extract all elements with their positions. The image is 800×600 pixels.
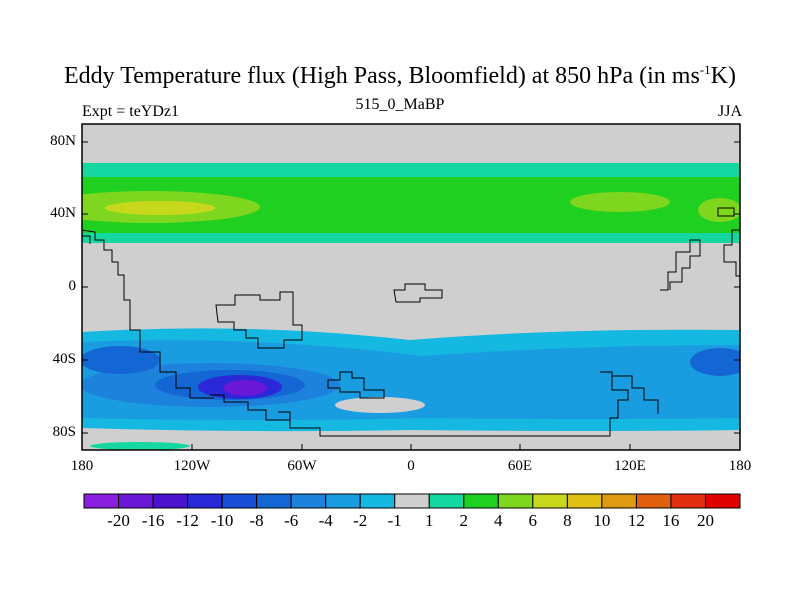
colorbar-label: -20 <box>107 511 130 530</box>
x-tick-label: 120W <box>173 458 211 474</box>
y-tick-label: 40S <box>52 351 76 367</box>
colorbar-swatch <box>670 493 706 509</box>
y-tick-label: 40N <box>50 205 76 221</box>
colorbar <box>83 493 741 509</box>
colorbar-swatch <box>566 493 603 509</box>
colorbar-label: 1 <box>425 511 434 530</box>
x-tick-label: 60E <box>507 458 533 474</box>
colorbar-swatch <box>497 493 534 509</box>
colorbar-label: -10 <box>210 511 234 530</box>
colorbar-swatch <box>635 493 672 509</box>
colorbar-swatch <box>428 493 465 509</box>
coastlines <box>82 207 740 437</box>
colorbar-swatch <box>187 493 223 509</box>
colorbar-label: -6 <box>284 511 299 530</box>
colorbar-label: 10 <box>593 511 611 530</box>
colorbar-swatch <box>118 493 154 509</box>
colorbar-swatch <box>532 493 568 509</box>
y-tick-label: 80S <box>52 424 76 440</box>
plot-title: Eddy Temperature flux (High Pass, Bloomf… <box>64 62 736 89</box>
colorbar-swatch <box>221 493 258 509</box>
colorbar-label: -16 <box>141 511 165 530</box>
experiment-label: Expt = teYDz1 <box>82 103 179 120</box>
colorbar-swatch <box>83 493 120 509</box>
colorbar-swatch <box>704 493 741 509</box>
y-tick-label: 80N <box>50 133 76 149</box>
colorbar-swatch <box>290 493 327 509</box>
colorbar-label: 12 <box>627 511 645 530</box>
sh-gap <box>335 397 425 413</box>
x-tick-label: 120E <box>614 458 646 474</box>
colorbar-label: 8 <box>563 511 572 530</box>
season-label: JJA <box>717 103 742 120</box>
colorbar-label: 20 <box>697 511 714 530</box>
sh-low-east <box>690 348 740 376</box>
colorbar-swatch <box>359 493 396 509</box>
colorbar-swatch <box>394 493 430 509</box>
run-label: 515_0_MaBP <box>355 96 445 113</box>
colorbar-swatch <box>256 493 292 509</box>
colorbar-swatch <box>325 493 361 509</box>
field-layer <box>82 124 740 450</box>
nh-high-east <box>570 192 670 212</box>
colorbar-swatch <box>152 493 189 509</box>
sh-min-core <box>223 380 267 396</box>
sh-low-dateline <box>82 346 160 374</box>
colorbar-label: 2 <box>459 511 469 530</box>
colorbar-label: -2 <box>353 511 368 530</box>
x-tick-label: 180 <box>728 458 752 474</box>
sh-polar-positive <box>90 442 190 450</box>
nh-max-west <box>105 201 215 215</box>
nh-high-dateline <box>698 198 740 222</box>
colorbar-swatch <box>601 493 637 509</box>
colorbar-swatch <box>463 493 499 509</box>
colorbar-label: -1 <box>387 511 402 530</box>
colorbar-label: -8 <box>249 511 264 530</box>
x-tick-label: 0 <box>407 458 415 474</box>
colorbar-label: -12 <box>176 511 199 530</box>
x-tick-label: 60W <box>287 458 317 474</box>
x-tick-label: 180 <box>70 458 94 474</box>
colorbar-label: -4 <box>318 511 333 530</box>
colorbar-label: 4 <box>494 511 503 530</box>
colorbar-label: 6 <box>528 511 538 530</box>
axis-ticks <box>81 141 741 450</box>
y-tick-label: 0 <box>68 278 77 294</box>
colorbar-label: 16 <box>662 511 680 530</box>
